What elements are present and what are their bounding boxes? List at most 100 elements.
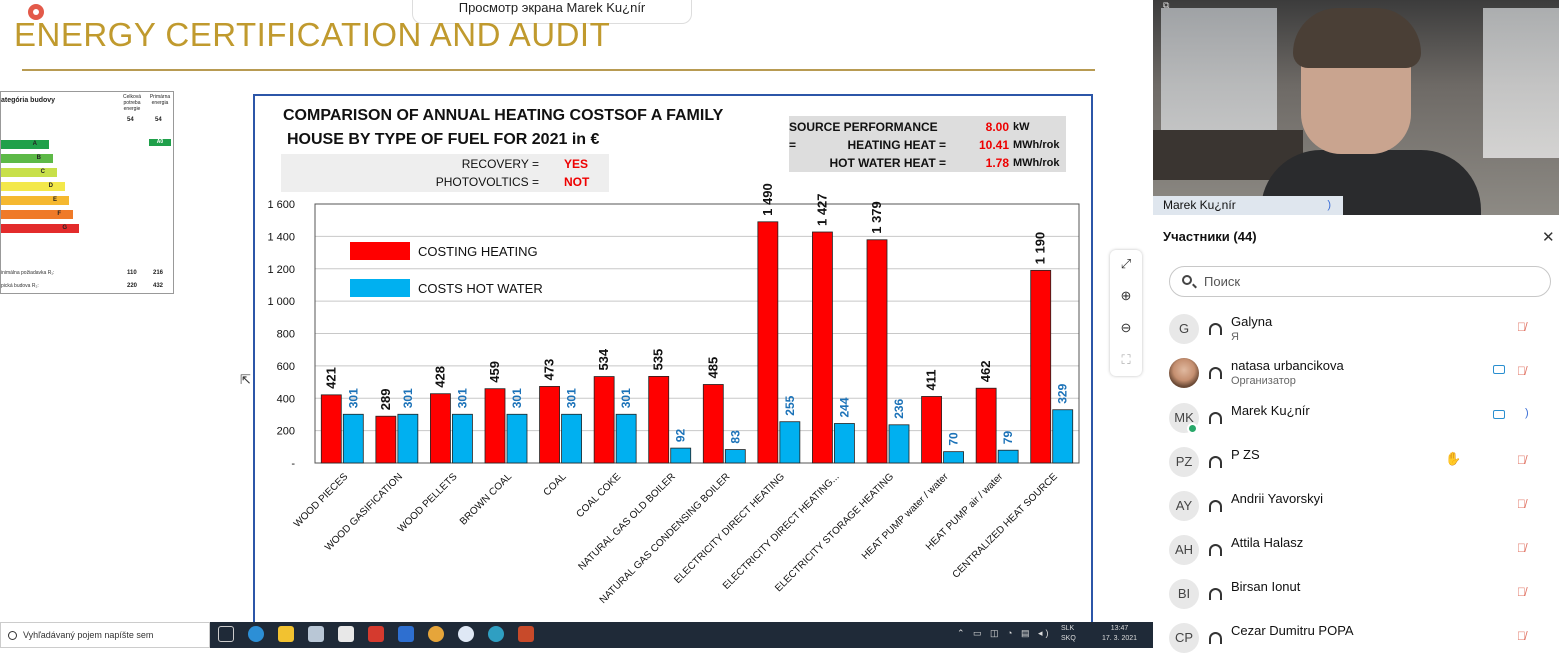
energy-min-v2: 216 <box>153 270 164 276</box>
data-label-heating: 428 <box>432 366 447 388</box>
y-tick-label: 1 000 <box>267 296 295 308</box>
zoom-out-icon[interactable]: ⊖ <box>1120 320 1132 335</box>
participant-row[interactable]: AY Andrii Yavorskyi 🎙̸ <box>1153 491 1559 535</box>
energy-class-a: A <box>1 140 49 149</box>
energy-card-small2: 54 <box>155 117 162 123</box>
data-label-hot-water: 301 <box>510 388 524 408</box>
mail-icon[interactable] <box>398 626 414 642</box>
photovoltaics-value: NOT <box>564 175 590 189</box>
legend-label: COSTS HOT WATER <box>418 281 543 296</box>
mic-muted-icon[interactable]: 🎙̸ <box>1517 320 1526 334</box>
raised-hand-icon: ✋ <box>1445 451 1462 466</box>
participant-row[interactable]: AH Attila Halasz 🎙̸ <box>1153 535 1559 579</box>
participants-title: Участники (44) <box>1163 229 1257 244</box>
x-category-label: COAL COKE <box>574 471 623 520</box>
data-label-hot-water: 329 <box>1056 383 1070 403</box>
zoom-in-icon[interactable]: ⊕ <box>1120 288 1132 303</box>
bar-hot-water <box>888 424 910 464</box>
video-tile[interactable]: ⧉ Marek Ku¿nír) <box>1153 0 1559 215</box>
bar-heating <box>812 231 833 464</box>
close-icon[interactable]: ✕ <box>1542 229 1555 246</box>
avatar-initials: MK <box>1174 410 1194 425</box>
mic-muted-icon[interactable]: 🎙̸ <box>1517 629 1526 643</box>
taskbar-search[interactable]: Vyhľadávaný pojem napíšte sem <box>0 622 210 648</box>
system-tray-icons[interactable]: ⌃ ▭ ◫ ◔ ▤ ◂) <box>957 628 1052 638</box>
language-indicator[interactable]: SLK SKQ <box>1061 624 1076 644</box>
mic-muted-icon[interactable]: 🎙̸ <box>1517 364 1526 378</box>
participant-name: Andrii Yavorskyi <box>1231 491 1323 506</box>
app-icon[interactable] <box>368 626 384 642</box>
participant-row[interactable]: natasa urbancikova Организатор 🎙̸ <box>1153 358 1559 402</box>
browser-icon[interactable] <box>488 626 504 642</box>
explorer-icon[interactable] <box>278 626 294 642</box>
bar-heating <box>430 393 451 464</box>
edge-icon[interactable] <box>248 626 264 642</box>
bar-heating <box>648 375 670 464</box>
chart-title: COMPARISON OF ANNUAL HEATING COSTSOF A F… <box>283 104 723 152</box>
fit-icon[interactable]: ⛶ <box>1121 352 1131 367</box>
source-value: 8.00 <box>985 120 1009 134</box>
mic-muted-icon[interactable]: 🎙̸ <box>1517 541 1526 555</box>
participant-row[interactable]: BI Birsan Ionut 🎙̸ <box>1153 579 1559 623</box>
bar-hot-water <box>506 413 528 464</box>
mic-muted-icon[interactable]: 🎙̸ <box>1517 453 1526 467</box>
avatar: MK <box>1169 403 1199 434</box>
x-category-label: WOOD PELLETS <box>396 471 460 535</box>
video-name-tag: Marek Ku¿nír) <box>1153 196 1343 215</box>
participant-row[interactable]: PZ P ZS ✋ 🎙̸ <box>1153 447 1559 491</box>
data-label-hot-water: 244 <box>837 397 851 417</box>
recovery-value: YES <box>564 157 589 171</box>
screen-share-banner[interactable]: Просмотр экрана Marek Ku¿nír <box>412 0 692 24</box>
x-category-label: WOOD PIECES <box>292 471 351 530</box>
powerpoint-icon[interactable] <box>518 626 534 642</box>
camera-icon[interactable] <box>1493 410 1505 419</box>
participant-row[interactable]: MK Marek Ku¿nír ) <box>1153 403 1559 447</box>
chrome-icon[interactable] <box>428 626 444 642</box>
bar-heating <box>320 394 342 464</box>
x-category-label: ELECTRICITY DIRECT HEATING... <box>721 471 842 592</box>
clock-date: 17. 3. 2021 <box>1102 635 1138 642</box>
bar-hot-water <box>724 449 746 464</box>
avatar: CP <box>1169 623 1199 653</box>
camera-icon[interactable] <box>1493 365 1505 374</box>
participant-row[interactable]: CP Cezar Dumitru POPA 🎙̸ <box>1153 623 1559 660</box>
pip-icon[interactable]: ⧉ <box>1163 0 1170 10</box>
speaking-icon: ) <box>1327 199 1331 211</box>
energy-class-b: B <box>1 154 53 163</box>
chat-icon[interactable] <box>458 626 474 642</box>
calculator-icon[interactable] <box>308 626 324 642</box>
data-label-heating: 1 190 <box>1033 232 1048 265</box>
headset-icon <box>1209 500 1222 512</box>
search-icon <box>1182 275 1192 285</box>
store-icon[interactable] <box>338 626 354 642</box>
y-tick-label: - <box>291 458 295 470</box>
bar-heating <box>757 221 779 464</box>
bar-hot-water <box>943 451 964 464</box>
recording-icon <box>28 4 44 20</box>
bar-heating <box>375 415 397 464</box>
mic-muted-icon[interactable]: 🎙̸ <box>1517 497 1526 511</box>
data-label-hot-water: 83 <box>728 430 742 444</box>
energy-class-d: D <box>1 182 65 191</box>
y-tick-label: 600 <box>277 361 295 373</box>
taskbar-clock[interactable]: 13:47 17. 3. 2021 <box>1102 624 1137 644</box>
data-label-hot-water: 236 <box>892 398 906 418</box>
data-label-heating: 1 379 <box>869 201 884 234</box>
participant-search-input[interactable]: Поиск <box>1169 266 1551 297</box>
mic-muted-icon[interactable]: 🎙̸ <box>1517 585 1526 599</box>
energy-min-v1: 110 <box>127 270 137 276</box>
task-view-icon[interactable] <box>218 626 234 642</box>
bar-hot-water <box>779 421 801 464</box>
speaking-icon: ) <box>1525 407 1529 419</box>
lang-primary: SLK <box>1061 625 1075 632</box>
data-label-heating: 535 <box>651 349 666 371</box>
video-background-window <box>1483 8 1559 158</box>
fullscreen-icon[interactable]: ⤢ <box>1120 256 1132 271</box>
headset-icon <box>1209 323 1222 335</box>
headset-icon <box>1209 412 1222 424</box>
windows-taskbar: Vyhľadávaný pojem napíšte sem ⌃ ▭ ◫ ◔ ▤ … <box>0 622 1153 648</box>
video-name: Marek Ku¿nír <box>1163 198 1236 212</box>
bar-hot-water <box>615 413 637 464</box>
data-label-hot-water: 301 <box>401 388 415 408</box>
participant-row[interactable]: G Galyna Я 🎙̸ <box>1153 314 1559 358</box>
